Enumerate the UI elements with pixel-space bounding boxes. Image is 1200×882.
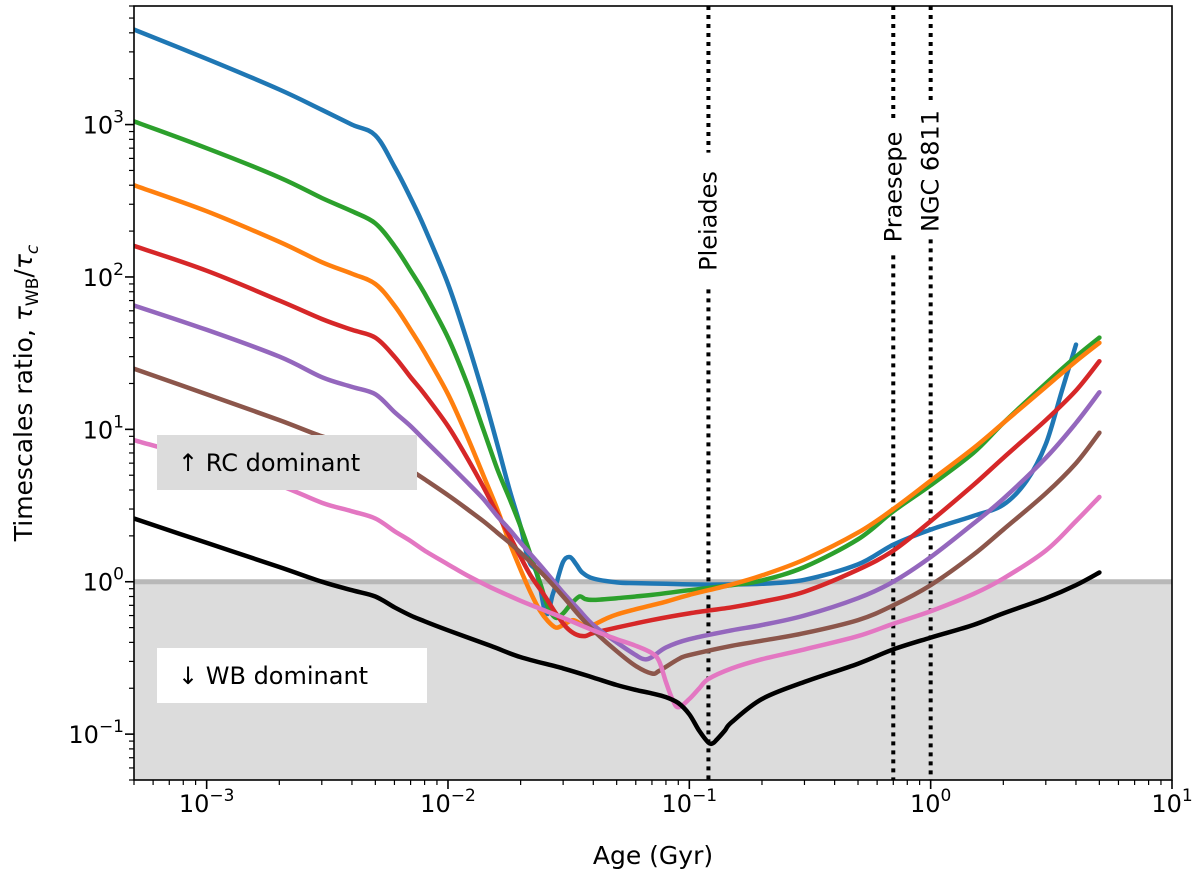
cluster-label-1: Praesepe [879, 132, 907, 243]
y-axis-label-sub-c: c [23, 244, 43, 254]
rc-dominant-label-box: ↑ RC dominant [157, 435, 417, 490]
x-tick-label-4: 101 [1151, 786, 1192, 818]
rc-dominant-label: ↑ RC dominant [178, 449, 360, 477]
x-axis-ticks: 10−3 10−2 10−1 100 101 [133, 780, 1193, 818]
y-axis-label-tau-wb: τ [9, 305, 38, 321]
x-tick-label-2: 10−1 [662, 786, 718, 818]
x-tick-label-1: 10−2 [420, 786, 476, 818]
x-tick-label-3: 100 [910, 786, 951, 818]
y-axis-label: Timescales ratio, τWB/τc [9, 244, 43, 542]
cluster-label-0: Pleiades [694, 171, 722, 271]
wb-dominant-label-box: ↓ WB dominant [157, 648, 427, 703]
y-axis-ticks: 10−1 100 101 102 103 [68, 5, 134, 781]
series-line-pink [134, 437, 1102, 710]
series-line-orange [134, 182, 1102, 630]
series-group [134, 27, 1102, 747]
y-axis-label-slash: / [9, 269, 38, 278]
y-axis-label-main: Timescales ratio, [9, 321, 38, 542]
cluster-label-2: NGC 6811 [917, 110, 945, 232]
cluster-labels: Pleiades Praesepe NGC 6811 [694, 110, 944, 271]
y-tick-label-1: 100 [83, 565, 124, 597]
plot-frame [133, 5, 1173, 781]
series-line-red [134, 243, 1102, 639]
wb-dominant-label: ↓ WB dominant [178, 662, 368, 690]
series-line-purple [134, 303, 1102, 662]
x-axis-label: Age (Gyr) [593, 841, 713, 870]
series-line-black [134, 516, 1102, 747]
y-tick-label-4: 103 [83, 108, 124, 140]
x-tick-label-0: 10−3 [179, 786, 235, 818]
series-line-blue [134, 27, 1079, 617]
y-tick-label-0: 10−1 [68, 717, 124, 749]
y-tick-label-3: 102 [83, 260, 124, 292]
cluster-lines [706, 6, 933, 780]
y-axis-label-tau-c: τ [9, 253, 38, 269]
y-tick-label-2: 101 [83, 412, 124, 444]
y-axis-label-sub-wb: WB [23, 278, 43, 306]
